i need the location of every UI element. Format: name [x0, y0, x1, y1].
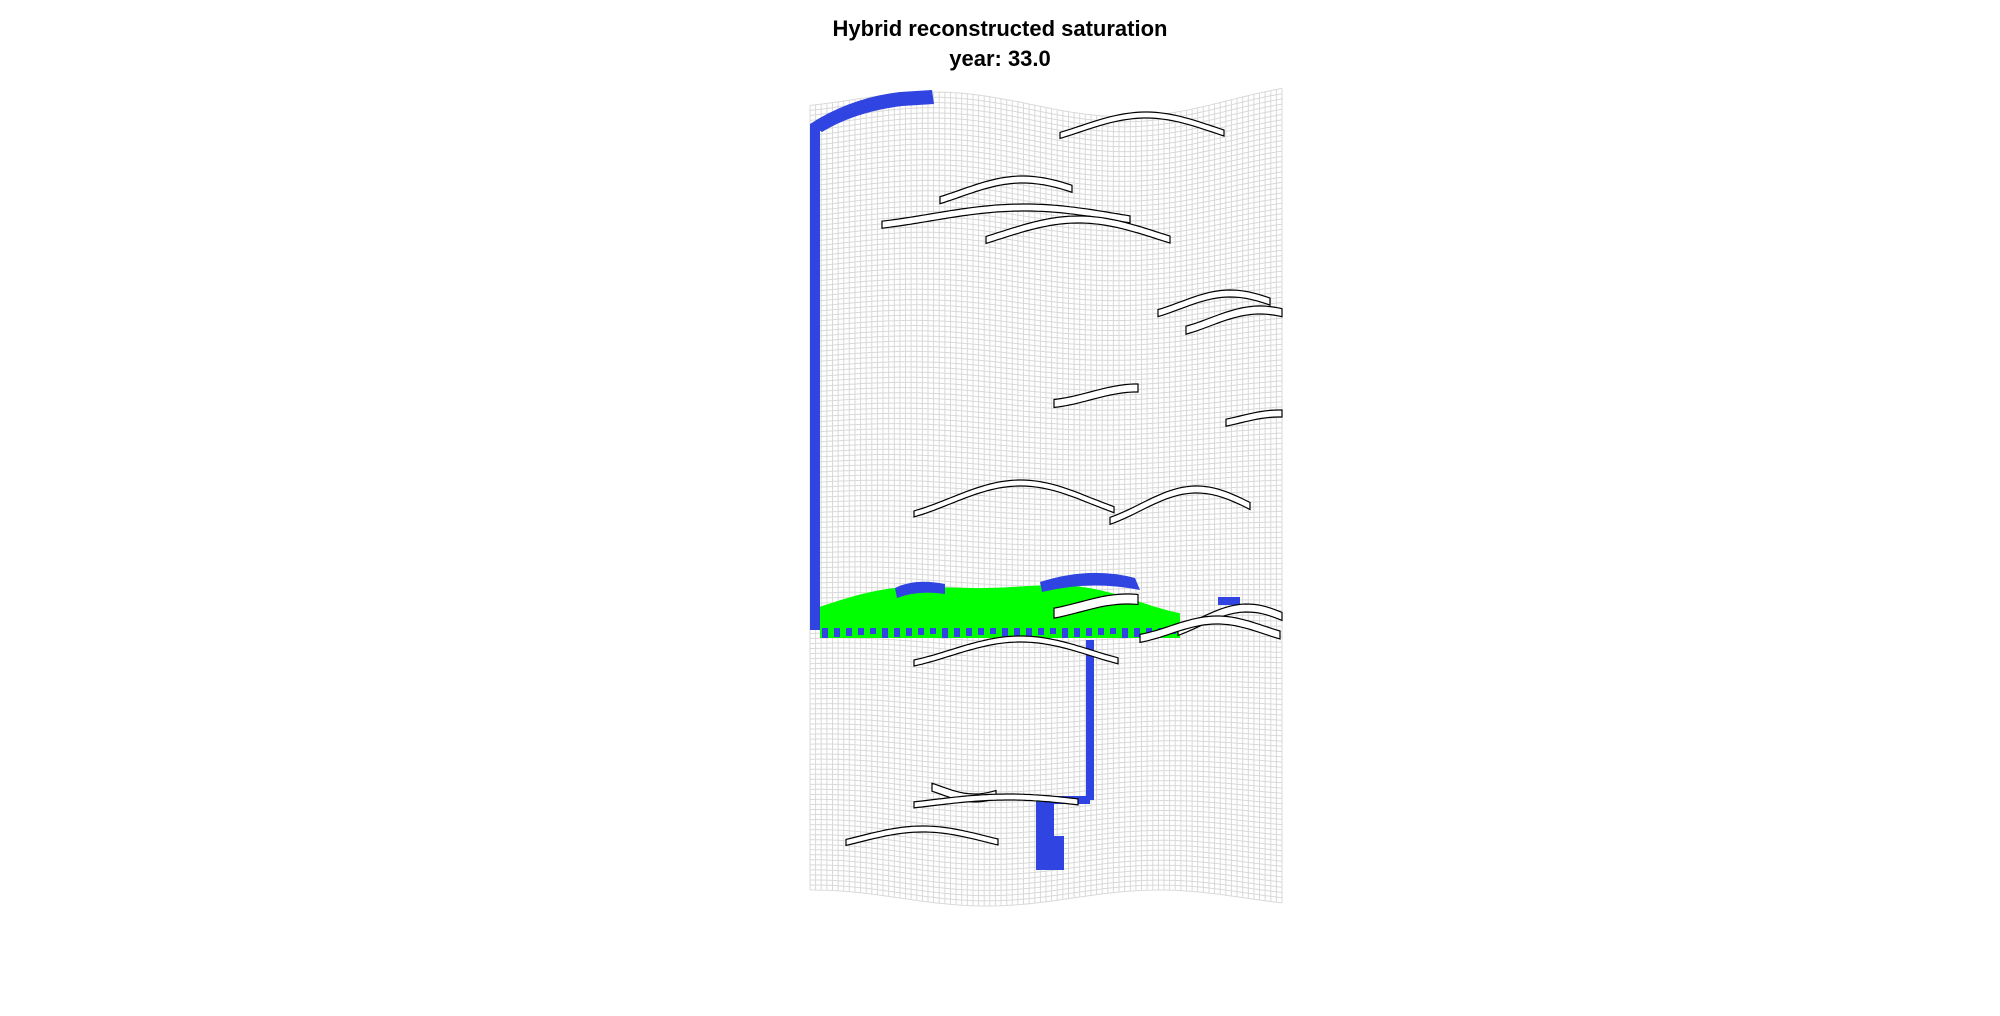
fault-block	[1185, 305, 1283, 336]
fault-blocks-layer	[845, 111, 1283, 847]
plume-fringe-cell	[906, 628, 912, 636]
fault-block	[939, 175, 1073, 205]
plume-fringe-cell	[858, 628, 864, 635]
plume-fringe-cell	[1134, 628, 1140, 637]
plume-lower-column-right	[1054, 836, 1064, 870]
plume-fringe-cell	[894, 628, 900, 637]
plume-fringe-cell	[822, 628, 828, 638]
fault-block	[1059, 111, 1225, 140]
plume-fringe-cell	[954, 628, 960, 637]
plume-fringe-cell	[1122, 628, 1128, 638]
plume-crest-left	[895, 581, 945, 598]
fault-block	[1109, 485, 1251, 526]
grid-lines	[809, 87, 1283, 907]
fault-block	[1157, 289, 1271, 318]
plume-fringe-cell	[846, 628, 852, 636]
plume-fringe-cell	[1062, 628, 1068, 638]
plume-fringe-cell	[1014, 628, 1020, 637]
plume-fringe-cell	[966, 628, 972, 636]
plume-fringe-cell	[1002, 628, 1008, 638]
plume-top-cap	[810, 90, 934, 132]
co2-plume-layer	[810, 90, 1240, 870]
plume-fringe-cell	[1050, 628, 1056, 634]
fault-block	[845, 825, 999, 847]
fault-block	[1225, 409, 1283, 427]
plume-fringe-cell	[882, 628, 888, 638]
plume-lower-column	[1036, 800, 1054, 870]
fault-block	[913, 793, 1079, 809]
fault-block	[985, 215, 1171, 245]
fault-block	[881, 203, 1131, 229]
plume-fringe-cell	[834, 628, 840, 637]
plume-fringe-cell	[1086, 628, 1092, 636]
plume-fringe-cell	[978, 628, 984, 635]
plume-fringe-cell	[942, 628, 948, 638]
plume-fringe-cell	[870, 628, 876, 634]
plume-channel-vertical	[1086, 640, 1094, 800]
plume-crest-right	[1040, 572, 1140, 592]
fault-block	[1139, 615, 1281, 644]
plume-fringe-cell	[918, 628, 924, 635]
plume-right-patch	[1218, 597, 1240, 605]
plume-fringe-cell	[1038, 628, 1044, 635]
plume-fringe-cell	[990, 628, 996, 634]
reservoir-grid	[809, 87, 1283, 907]
fault-block	[913, 479, 1115, 518]
fault-block	[1053, 383, 1139, 409]
plume-green-body	[820, 585, 1180, 638]
fault-block	[1053, 593, 1139, 619]
plume-fringe-cell	[930, 628, 936, 634]
fault-block	[913, 635, 1119, 667]
plume-fringe-cell	[1110, 628, 1116, 634]
plume-fringe-cell	[1098, 628, 1104, 635]
plume-fringe-cell	[1074, 628, 1080, 637]
plume-left-column	[810, 124, 820, 630]
plot-title: Hybrid reconstructed saturation	[832, 16, 1168, 41]
plot-subtitle: year: 33.0	[949, 46, 1051, 71]
plume-fringe-cell	[1026, 628, 1032, 636]
